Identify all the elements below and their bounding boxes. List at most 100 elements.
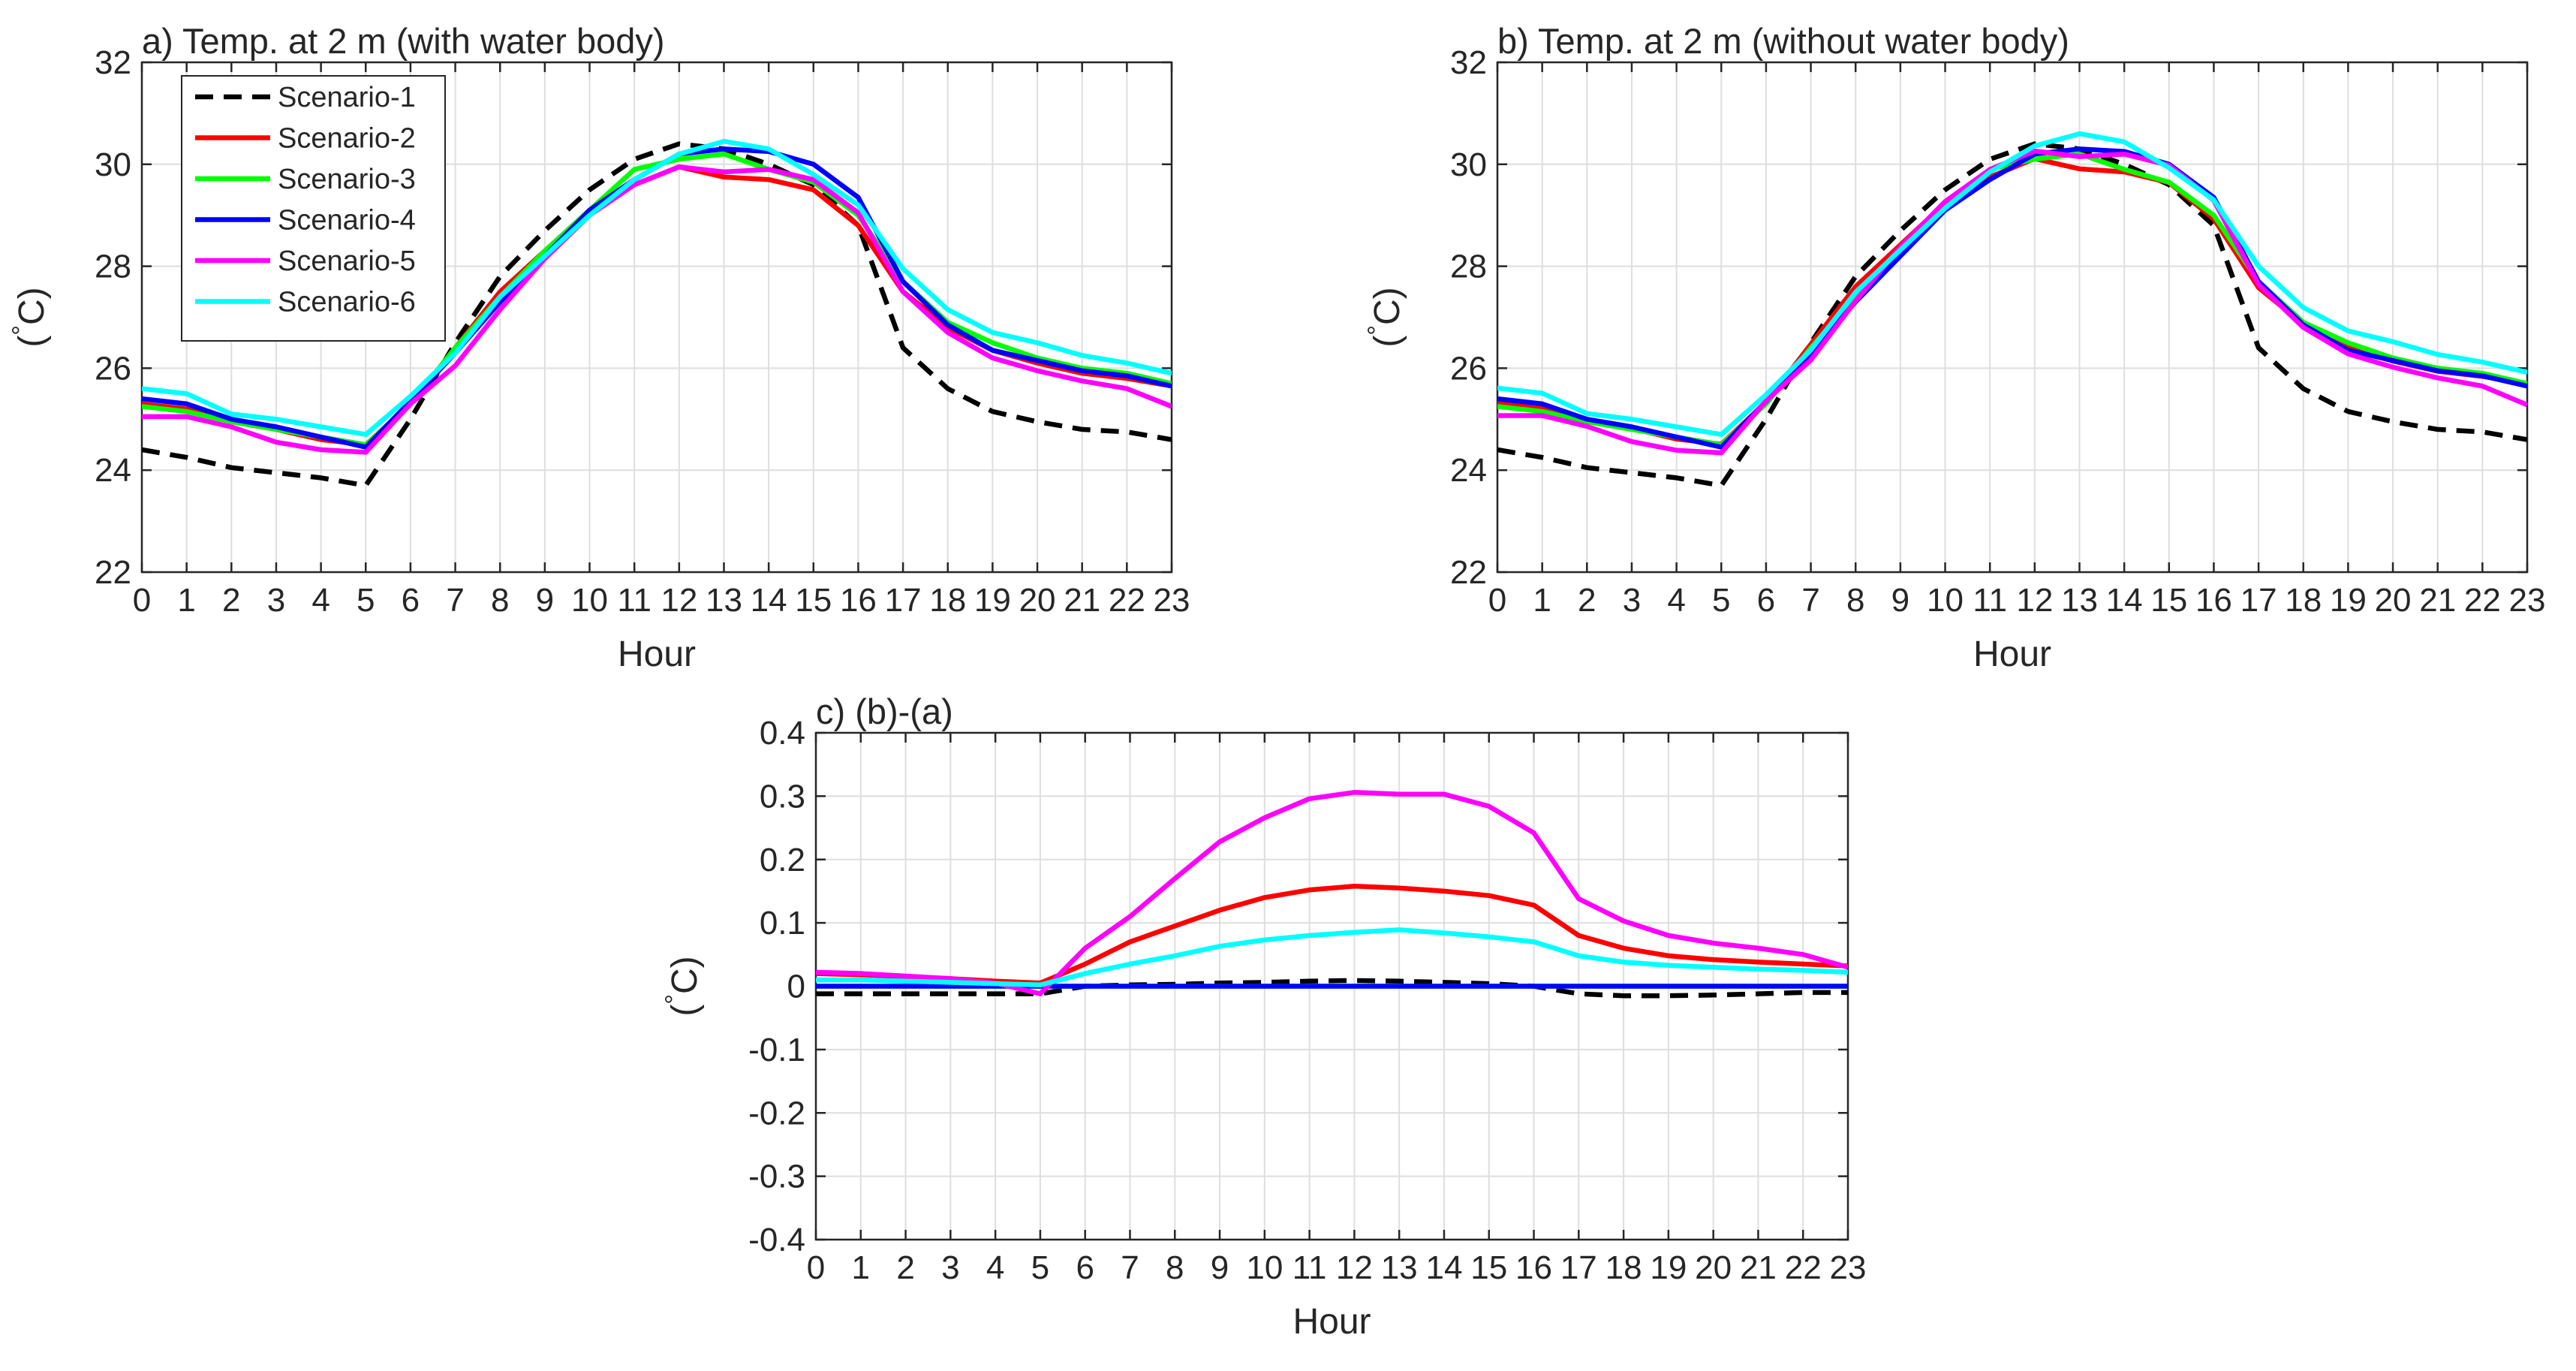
axes-box — [140, 61, 1173, 574]
x-tick-label: 23 — [1154, 582, 1190, 619]
x-tick-label: 18 — [929, 582, 966, 619]
legend-box — [181, 75, 446, 342]
x-tick-label: 22 — [2464, 582, 2501, 619]
series-line-scenario-1 — [1497, 141, 2527, 488]
series-line-scenario-5 — [142, 164, 1172, 455]
x-tick-label: 6 — [402, 582, 420, 619]
x-tick-label: 2 — [222, 582, 240, 619]
x-tick-label: 14 — [1425, 1249, 1462, 1286]
y-tick-label: 30 — [1450, 146, 1487, 183]
x-tick-label: 3 — [941, 1249, 959, 1286]
y-axis-label: (°C) — [1363, 287, 1407, 347]
y-tick-label: -0.4 — [748, 1222, 805, 1258]
y-tick-label: 0.2 — [760, 842, 805, 878]
ticks: 0 1 2 3 4 5 6 7 8 9 10 11 12 13 14 15 16 17 18 19 20 21 22 2322… — [95, 44, 1190, 619]
x-tick-label: 5 — [357, 582, 375, 619]
x-tick-label: 0 — [133, 582, 151, 619]
x-tick-label: 8 — [491, 582, 509, 619]
legend-label: Scenario-2 — [278, 123, 416, 155]
chart-title: a) Temp. at 2 m (with water body) — [142, 21, 665, 61]
y-tick-label: 0 — [787, 969, 805, 1005]
x-tick-label: 7 — [1121, 1249, 1139, 1286]
x-tick-label: 12 — [661, 582, 697, 619]
x-tick-label: 7 — [446, 582, 464, 619]
x-tick-label: 21 — [1064, 582, 1100, 619]
series-line-scenario-1 — [142, 141, 1172, 488]
x-tick-label: 21 — [2419, 582, 2456, 619]
x-tick-label: 16 — [840, 582, 877, 619]
x-tick-label: 11 — [1973, 582, 2007, 619]
y-tick-label: 0.4 — [760, 715, 805, 752]
x-tick-label: 19 — [2330, 582, 2367, 619]
y-tick-label: 30 — [95, 146, 131, 183]
x-tick-label: 3 — [1623, 582, 1641, 619]
x-tick-label: 20 — [1695, 1249, 1732, 1286]
x-tick-label: 9 — [1891, 582, 1909, 619]
x-tick-label: 19 — [1650, 1249, 1687, 1286]
series-group — [816, 790, 1848, 999]
chart-title: c) (b)-(a) — [816, 692, 953, 731]
legend-label: Scenario-3 — [278, 164, 416, 195]
x-tick-label: 13 — [2061, 582, 2098, 619]
y-tick-label: -0.1 — [748, 1032, 805, 1068]
x-axis-label: Hour — [1973, 634, 2051, 674]
x-tick-label: 22 — [1785, 1249, 1822, 1286]
x-tick-label: 3 — [267, 582, 285, 619]
x-tick-label: 18 — [1605, 1249, 1642, 1286]
x-tick-label: 0 — [807, 1249, 825, 1286]
x-tick-label: 17 — [885, 582, 922, 619]
chart-panel-2: 0 1 2 3 4 5 6 7 8 9 10 11 12 13 14 15 16 17 18 19 20 21 22 2322… — [1363, 21, 2545, 674]
x-tick-label: 10 — [1246, 1249, 1283, 1286]
x-tick-label: 14 — [751, 582, 787, 619]
series-group — [142, 138, 1172, 488]
x-tick-label: 10 — [571, 582, 608, 619]
x-tick-label: 4 — [311, 582, 330, 619]
series-line-scenario-4 — [1497, 146, 2527, 450]
x-tick-label: 23 — [1830, 1249, 1867, 1286]
legend-label: Scenario-4 — [278, 205, 416, 237]
x-tick-label: 9 — [536, 582, 554, 619]
x-tick-label: 20 — [2375, 582, 2412, 619]
x-tick-label: 16 — [2195, 582, 2232, 619]
series-line-scenario-6 — [816, 927, 1848, 988]
series-line-scenario-6 — [142, 138, 1172, 437]
x-tick-label: 18 — [2285, 582, 2322, 619]
y-tick-label: 28 — [95, 249, 131, 285]
x-tick-label: 6 — [1076, 1249, 1094, 1286]
y-tick-label: 24 — [1450, 452, 1487, 489]
x-tick-label: 21 — [1740, 1249, 1777, 1286]
x-tick-label: 1 — [177, 582, 195, 619]
legend-label: Scenario-5 — [278, 246, 416, 277]
x-tick-label: 5 — [1031, 1249, 1049, 1286]
x-tick-label: 4 — [986, 1249, 1004, 1286]
x-tick-label: 19 — [974, 582, 1011, 619]
series-line-scenario-1 — [816, 978, 1848, 999]
series-line-scenario-6 — [1497, 131, 2527, 437]
x-tick-label: 8 — [1846, 582, 1864, 619]
x-tick-label: 9 — [1211, 1249, 1229, 1286]
y-tick-label: -0.2 — [748, 1095, 805, 1131]
y-tick-label: 28 — [1450, 249, 1487, 285]
x-tick-label: 1 — [1533, 582, 1551, 619]
x-tick-label: 13 — [1381, 1249, 1418, 1286]
x-tick-label: 10 — [1927, 582, 1964, 619]
x-axis-label: Hour — [618, 634, 696, 674]
x-tick-label: 13 — [706, 582, 742, 619]
x-tick-label: 7 — [1801, 582, 1819, 619]
y-tick-label: 0.1 — [760, 905, 805, 942]
y-axis-label: (°C) — [8, 287, 52, 347]
legend-label: Scenario-1 — [278, 82, 416, 113]
x-tick-label: 14 — [2106, 582, 2143, 619]
x-tick-label: 12 — [2016, 582, 2053, 619]
ticks: 0 1 2 3 4 5 6 7 8 9 10 11 12 13 14 15 16 17 18 19 20 21 22 2322… — [1450, 44, 2545, 619]
y-tick-label: 0.3 — [760, 778, 805, 815]
x-tick-label: 8 — [1166, 1249, 1184, 1286]
x-tick-label: 15 — [795, 582, 832, 619]
y-tick-label: 26 — [1450, 350, 1487, 387]
legend-label: Scenario-6 — [278, 287, 416, 318]
x-tick-label: 0 — [1488, 582, 1506, 619]
x-tick-label: 16 — [1515, 1249, 1552, 1286]
y-tick-label: 32 — [95, 44, 131, 81]
axes-box — [1496, 61, 2529, 574]
plot-area — [1497, 62, 2527, 572]
